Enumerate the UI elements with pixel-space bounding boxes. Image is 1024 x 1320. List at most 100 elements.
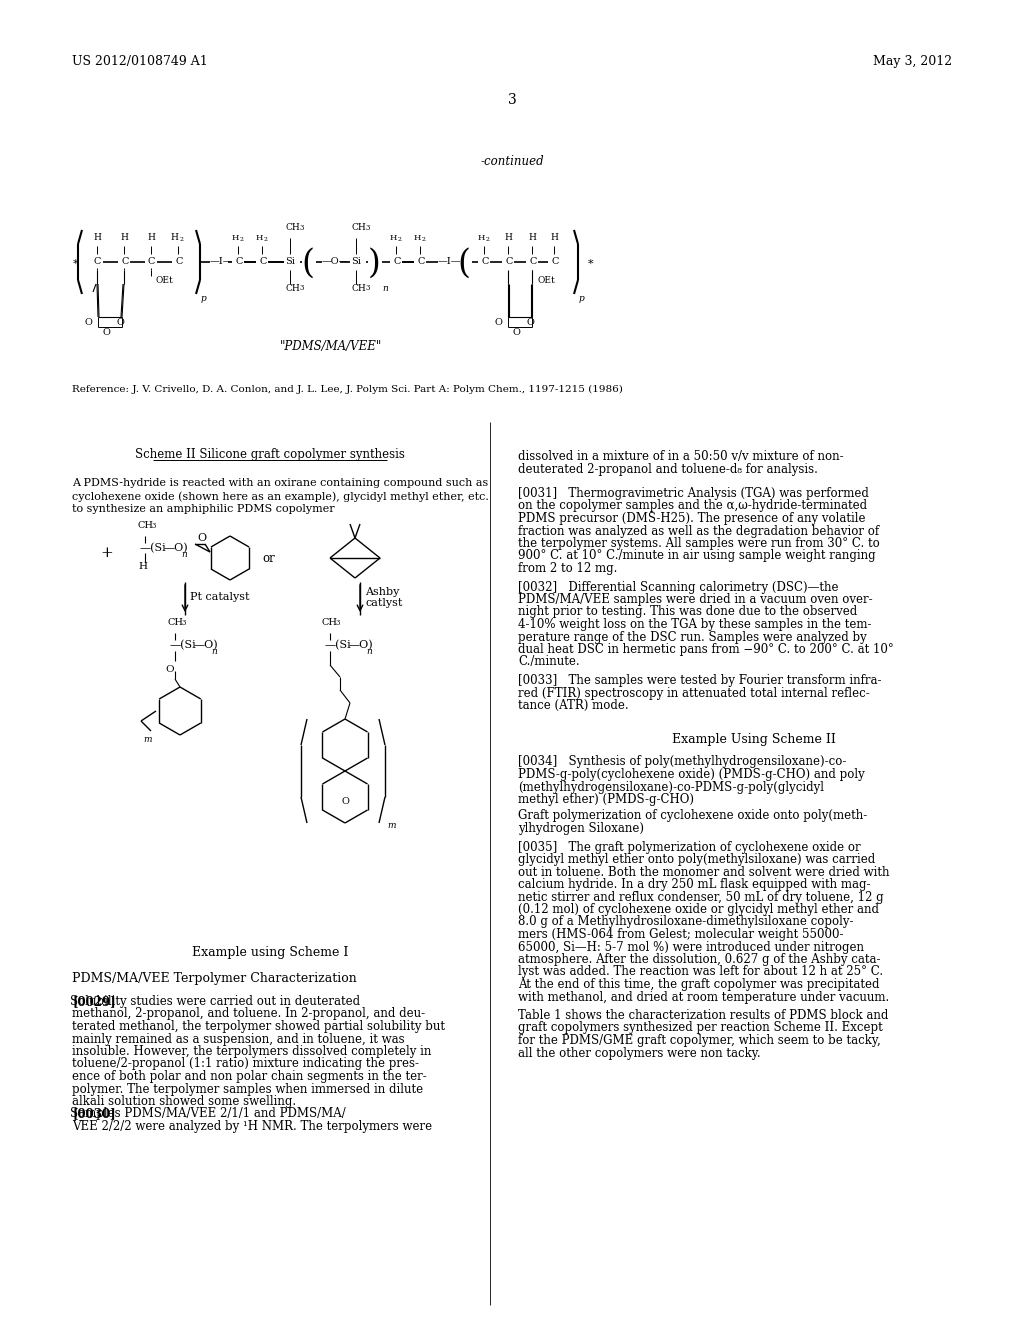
Text: [0031]   Thermogravimetric Analysis (TGA) was performed: [0031] Thermogravimetric Analysis (TGA) …: [518, 487, 869, 500]
Text: C: C: [94, 257, 101, 267]
Text: the terpolymer systems. All samples were run from 30° C. to: the terpolymer systems. All samples were…: [518, 537, 880, 550]
Text: toluene/2-propanol (1:1 ratio) mixture indicating the pres-: toluene/2-propanol (1:1 ratio) mixture i…: [72, 1057, 419, 1071]
Text: CH: CH: [285, 223, 300, 232]
Text: C: C: [259, 257, 266, 267]
Text: ence of both polar and non polar chain segments in the ter-: ence of both polar and non polar chain s…: [72, 1071, 427, 1082]
Text: —(Si: —(Si: [140, 543, 167, 553]
Text: Reference: J. V. Crivello, D. A. Conlon, and J. L. Lee, J. Polym Sci. Part A: Po: Reference: J. V. Crivello, D. A. Conlon,…: [72, 385, 623, 395]
Text: +: +: [100, 546, 114, 560]
Text: CH: CH: [322, 618, 338, 627]
Text: netic stirrer and reflux condenser, 50 mL of dry toluene, 12 g: netic stirrer and reflux condenser, 50 m…: [518, 891, 884, 903]
Text: methyl ether) (PMDS-g-CHO): methyl ether) (PMDS-g-CHO): [518, 793, 694, 807]
Text: C: C: [175, 257, 182, 267]
Text: H: H: [477, 234, 484, 242]
Text: 3: 3: [299, 224, 303, 232]
Text: with methanol, and dried at room temperature under vacuum.: with methanol, and dried at room tempera…: [518, 990, 889, 1003]
Text: CH: CH: [351, 223, 366, 232]
Text: tance (ATR) mode.: tance (ATR) mode.: [518, 700, 629, 711]
Text: m: m: [143, 735, 153, 744]
Text: out in toluene. Both the monomer and solvent were dried with: out in toluene. Both the monomer and sol…: [518, 866, 890, 879]
Text: H: H: [138, 562, 147, 572]
Text: 3: 3: [365, 224, 370, 232]
Text: (0.12 mol) of cyclohexene oxide or glycidyl methyl ether and: (0.12 mol) of cyclohexene oxide or glyci…: [518, 903, 879, 916]
Text: —(Si: —(Si: [325, 640, 352, 651]
Text: all the other copolymers were non tacky.: all the other copolymers were non tacky.: [518, 1047, 761, 1060]
Text: H: H: [120, 234, 128, 242]
Text: (methylhydrogensiloxane)-co-PDMS-g-poly(glycidyl: (methylhydrogensiloxane)-co-PDMS-g-poly(…: [518, 780, 824, 793]
Text: H: H: [93, 234, 101, 242]
Text: Ashby: Ashby: [365, 587, 399, 597]
Text: 65000, Si—H: 5-7 mol %) were introduced under nitrogen: 65000, Si—H: 5-7 mol %) were introduced …: [518, 940, 864, 953]
Text: 2: 2: [264, 238, 268, 242]
Text: night prior to testing. This was done due to the observed: night prior to testing. This was done du…: [518, 606, 857, 619]
Text: n: n: [382, 284, 388, 293]
Text: for the PDMS/GME graft copolymer, which seem to be tacky,: for the PDMS/GME graft copolymer, which …: [518, 1034, 881, 1047]
Text: —O): —O): [349, 640, 374, 651]
Text: from 2 to 12 mg.: from 2 to 12 mg.: [518, 562, 617, 576]
Text: methanol, 2-propanol, and toluene. In 2-propanol, and deu-: methanol, 2-propanol, and toluene. In 2-…: [72, 1007, 425, 1020]
Text: red (FTIR) spectroscopy in attenuated total internal reflec-: red (FTIR) spectroscopy in attenuated to…: [518, 686, 869, 700]
Text: At the end of this time, the graft copolymer was precipitated: At the end of this time, the graft copol…: [518, 978, 880, 991]
Text: p: p: [579, 294, 585, 304]
Text: May 3, 2012: May 3, 2012: [872, 55, 952, 69]
Text: -continued: -continued: [480, 154, 544, 168]
Text: to synthesize an amphiphilic PDMS copolymer: to synthesize an amphiphilic PDMS copoly…: [72, 504, 335, 513]
Text: 2: 2: [422, 238, 426, 242]
Text: n: n: [181, 550, 186, 558]
Text: 3: 3: [151, 521, 156, 531]
Text: CH: CH: [285, 284, 300, 293]
Text: 3: 3: [299, 284, 303, 292]
Text: H: H: [231, 234, 239, 242]
Text: 8.0 g of a Methylhydrosiloxane-dimethylsiloxane copoly-: 8.0 g of a Methylhydrosiloxane-dimethyls…: [518, 916, 853, 928]
Text: on the copolymer samples and the α,ω-hydride-terminated: on the copolymer samples and the α,ω-hyd…: [518, 499, 867, 512]
Text: C./minute.: C./minute.: [518, 656, 580, 668]
Text: alkali solution showed some swelling.: alkali solution showed some swelling.: [72, 1096, 296, 1107]
Text: mers (HMS-064 from Gelest; molecular weight 55000-: mers (HMS-064 from Gelest; molecular wei…: [518, 928, 844, 941]
Text: 3: 3: [181, 619, 185, 627]
Text: dissolved in a mixture of in a 50:50 v/v mixture of non-: dissolved in a mixture of in a 50:50 v/v…: [518, 450, 844, 463]
Text: Samples PDMS/MA/VEE 2/1/1 and PDMS/MA/: Samples PDMS/MA/VEE 2/1/1 and PDMS/MA/: [70, 1107, 346, 1121]
Text: 4-10% weight loss on the TGA by these samples in the tem-: 4-10% weight loss on the TGA by these sa…: [518, 618, 871, 631]
Text: C: C: [148, 257, 156, 267]
Text: CH: CH: [167, 618, 183, 627]
Text: C: C: [481, 257, 488, 267]
Text: atmosphere. After the dissolution, 0.627 g of the Ashby cata-: atmosphere. After the dissolution, 0.627…: [518, 953, 881, 966]
Text: or: or: [262, 552, 274, 565]
Text: C: C: [234, 257, 243, 267]
Text: 3: 3: [508, 92, 516, 107]
Text: C: C: [505, 257, 512, 267]
Text: PDMS/MA/VEE samples were dried in a vacuum oven over-: PDMS/MA/VEE samples were dried in a vacu…: [518, 593, 872, 606]
Text: insoluble. However, the terpolymers dissolved completely in: insoluble. However, the terpolymers diss…: [72, 1045, 431, 1059]
Text: "PDMS/MA/VEE": "PDMS/MA/VEE": [280, 341, 382, 352]
Text: A PDMS-hydride is reacted with an oxirane containing compound such as: A PDMS-hydride is reacted with an oxiran…: [72, 478, 488, 488]
Text: C: C: [529, 257, 537, 267]
Text: 2: 2: [240, 238, 244, 242]
Text: —I—: —I—: [438, 257, 462, 267]
Text: graft copolymers synthesized per reaction Scheme II. Except: graft copolymers synthesized per reactio…: [518, 1022, 883, 1035]
Text: *: *: [588, 259, 594, 269]
Text: Si: Si: [351, 257, 360, 267]
Text: CH: CH: [137, 521, 153, 531]
Text: ylhydrogen Siloxane): ylhydrogen Siloxane): [518, 822, 644, 836]
Text: Si: Si: [285, 257, 295, 267]
Text: O: O: [526, 318, 534, 327]
Text: PDMS-g-poly(cyclohexene oxide) (PMDS-g-CHO) and poly: PDMS-g-poly(cyclohexene oxide) (PMDS-g-C…: [518, 768, 864, 781]
Text: Table 1 shows the characterization results of PDMS block and: Table 1 shows the characterization resul…: [518, 1008, 889, 1022]
Text: Example using Scheme I: Example using Scheme I: [191, 946, 348, 960]
Text: 900° C. at 10° C./minute in air using sample weight ranging: 900° C. at 10° C./minute in air using sa…: [518, 549, 876, 562]
Text: H: H: [170, 234, 178, 242]
Text: n: n: [366, 647, 372, 656]
Text: fraction was analyzed as well as the degradation behavior of: fraction was analyzed as well as the deg…: [518, 524, 880, 537]
Text: C: C: [551, 257, 558, 267]
Text: Scheme II Silicone graft copolymer synthesis: Scheme II Silicone graft copolymer synth…: [135, 447, 404, 461]
Text: Example Using Scheme II: Example Using Scheme II: [672, 734, 836, 747]
Text: [0030]: [0030]: [72, 1107, 116, 1121]
Text: [0034]   Synthesis of poly(methylhydrogensiloxane)-co-: [0034] Synthesis of poly(methylhydrogens…: [518, 755, 847, 768]
Text: [0029]: [0029]: [72, 995, 116, 1008]
Text: OEt: OEt: [537, 276, 555, 285]
Text: 2: 2: [486, 238, 490, 242]
Text: 3: 3: [336, 619, 340, 627]
Text: polymer. The terpolymer samples when immersed in dilute: polymer. The terpolymer samples when imm…: [72, 1082, 423, 1096]
Text: O: O: [198, 533, 207, 543]
Text: n: n: [211, 647, 217, 656]
